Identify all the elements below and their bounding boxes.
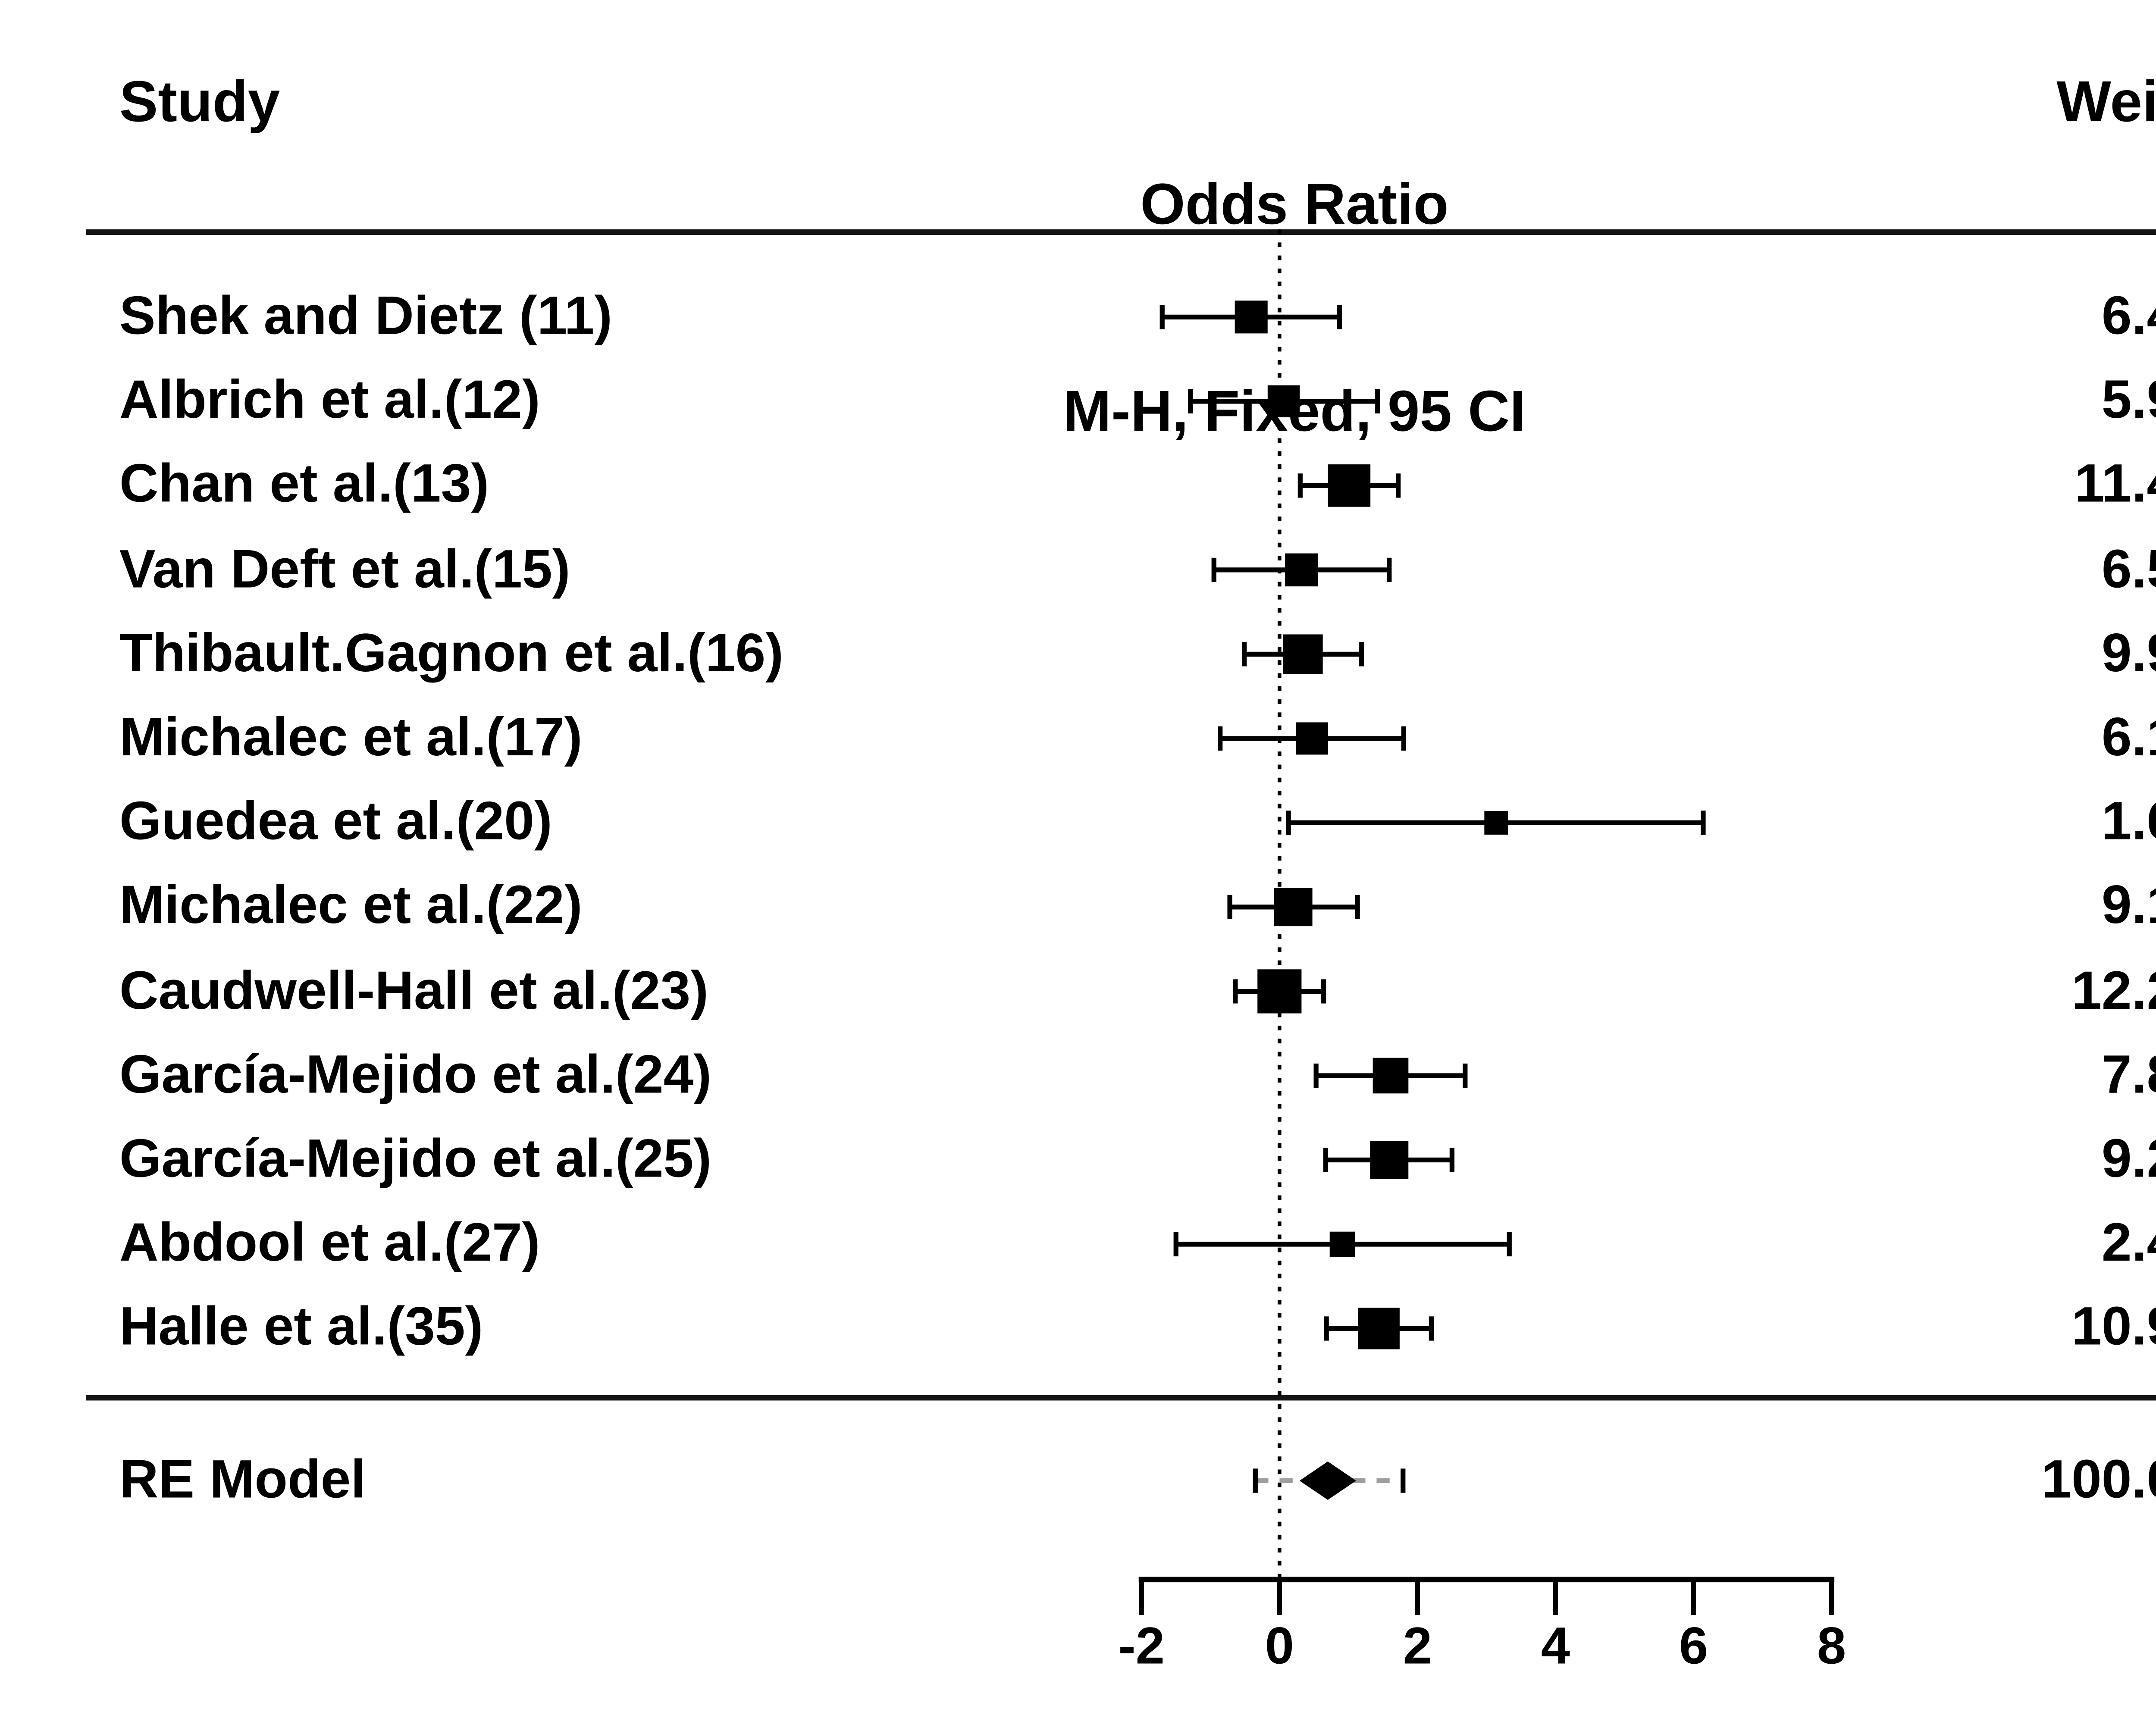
study-label: Van Deft et al.(15) <box>119 540 570 600</box>
study-label: Michalec et al.(17) <box>119 708 583 769</box>
effect-size-square <box>1370 1140 1409 1179</box>
study-weight: 9.19% <box>2101 877 2156 937</box>
effect-size-square <box>1267 385 1300 417</box>
effect-size-square <box>1328 464 1371 507</box>
effect-size-square <box>1283 634 1323 674</box>
study-label: Albrich et al.(12) <box>119 371 540 432</box>
study-weight: 2.45% <box>2101 1214 2156 1274</box>
header-divider-rule <box>85 229 2156 235</box>
study-label: García-Mejido et al.(25) <box>119 1130 712 1190</box>
study-weight: 12.25% <box>2071 961 2156 1021</box>
column-header-weight: Weight <box>2056 69 2156 135</box>
x-axis-tick-label: 6 <box>1679 1617 1708 1675</box>
study-weight: 11.42% <box>2074 456 2156 516</box>
study-label: Michalec et al.(22) <box>119 877 583 937</box>
effect-size-square <box>1484 811 1508 835</box>
study-label: Guedea et al.(20) <box>119 793 552 853</box>
study-label: Thibault.Gagnon et al.(16) <box>119 624 784 684</box>
effect-size-square <box>1285 553 1318 587</box>
study-label: Abdool et al.(27) <box>119 1214 540 1274</box>
x-axis-tick-label: 0 <box>1265 1617 1294 1675</box>
x-axis-tick-label: 2 <box>1403 1617 1432 1675</box>
summary-divider-rule <box>85 1395 2156 1401</box>
effect-size-square <box>1235 300 1268 334</box>
effect-size-square <box>1373 1058 1409 1094</box>
summary-label: RE Model <box>119 1451 366 1511</box>
study-weight: 6.40% <box>2101 287 2156 347</box>
study-weight: 7.87% <box>2101 1045 2156 1106</box>
study-weight: 9.94% <box>2101 624 2156 684</box>
study-label: García-Mejido et al.(24) <box>119 1045 712 1106</box>
x-axis-tick-label: 8 <box>1817 1617 1846 1675</box>
column-header-study: Study <box>119 69 280 135</box>
study-label: Shek and Dietz (11) <box>119 287 613 347</box>
study-label: Chan et al.(13) <box>119 456 489 516</box>
column-header-plot-line1: Odds Ratio <box>1140 171 1449 237</box>
study-weight: 1.66% <box>2101 793 2156 853</box>
study-label: Caudwell-Hall et al.(23) <box>119 961 709 1021</box>
effect-size-square <box>1274 888 1313 926</box>
x-axis-tick-label: -2 <box>1118 1617 1165 1675</box>
study-label: Halle et al.(35) <box>119 1299 483 1358</box>
study-weight: 10.92% <box>2071 1299 2156 1358</box>
effect-size-square <box>1358 1308 1400 1349</box>
effect-size-square <box>1329 1231 1355 1257</box>
study-weight: 9.29% <box>2101 1130 2156 1190</box>
summary-diamond <box>1299 1461 1356 1500</box>
study-weight: 5.98% <box>2101 371 2156 432</box>
effect-size-square <box>1296 722 1328 755</box>
x-axis-tick-label: 4 <box>1541 1617 1570 1675</box>
study-weight: 6.13% <box>2101 708 2156 769</box>
summary-weight: 100.00% <box>2041 1451 2156 1511</box>
study-weight: 6.51% <box>2101 540 2156 600</box>
effect-size-square <box>1257 969 1302 1014</box>
